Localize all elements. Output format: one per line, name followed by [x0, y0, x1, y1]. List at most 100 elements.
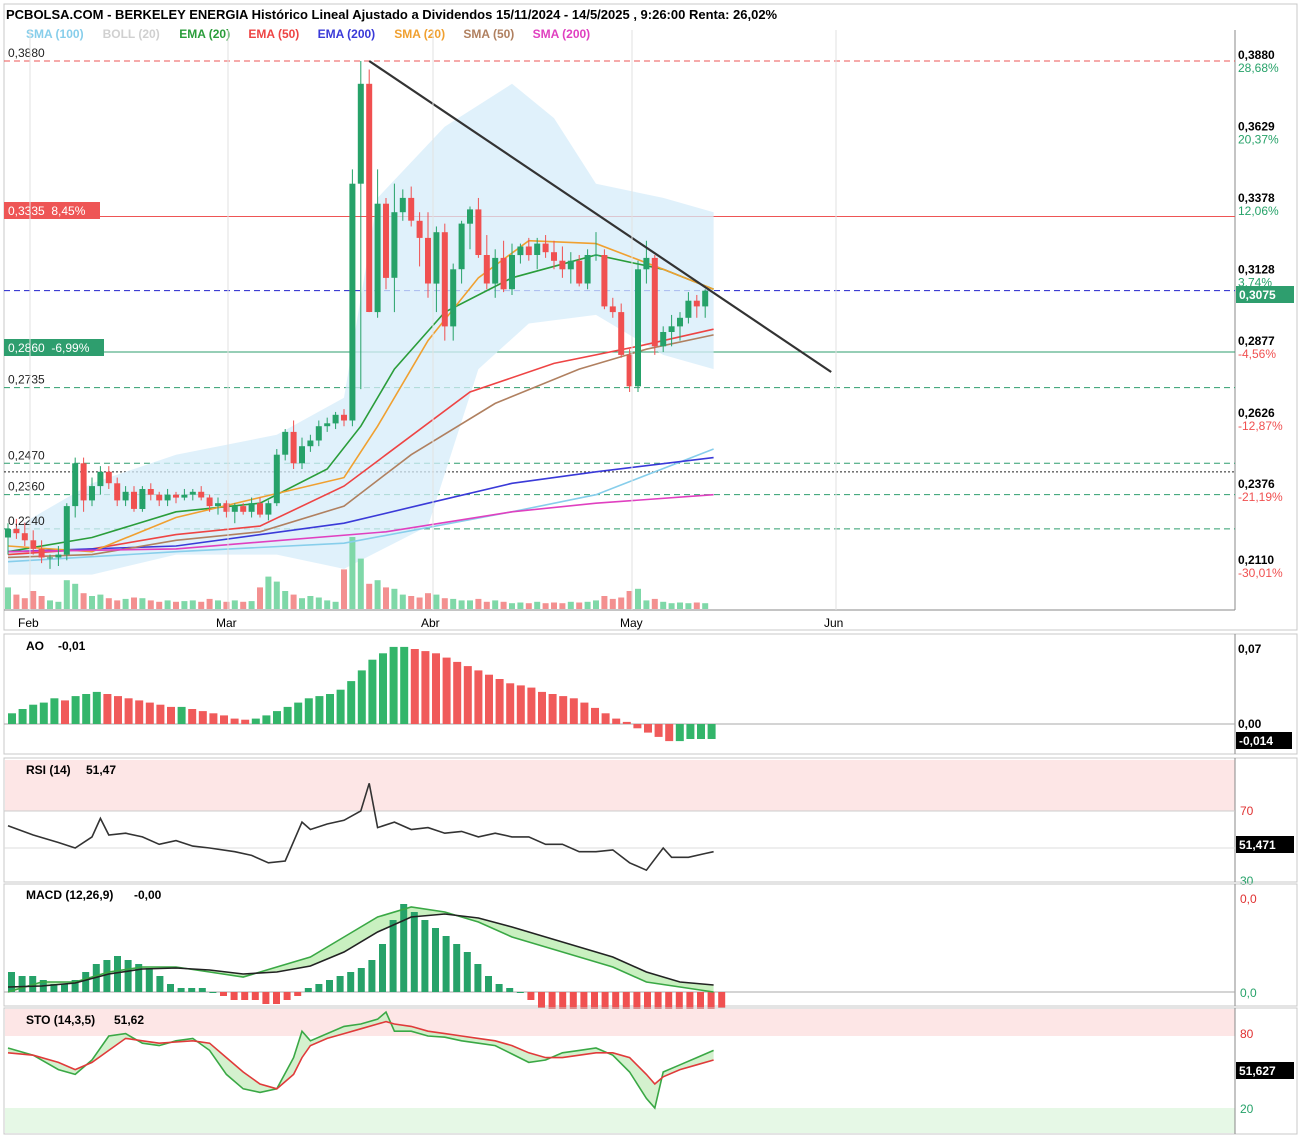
ma-line: [7, 328, 714, 556]
candle-body: [593, 255, 599, 256]
ao-bar: [273, 711, 281, 724]
macd-hist-bar: [304, 988, 312, 992]
candle-body: [559, 260, 566, 270]
sto-last-box: [1236, 1062, 1294, 1079]
ao-bar: [61, 700, 69, 724]
macd-hist-bar: [357, 968, 365, 992]
macd-hist-bar: [389, 920, 397, 992]
ao-bar: [601, 713, 610, 724]
macd-hist-bar: [82, 972, 90, 992]
candle-body: [240, 506, 247, 512]
ao-bar: [442, 657, 451, 724]
ao-bar: [368, 659, 377, 724]
volume-bar: [89, 596, 95, 609]
macd-hist-bar: [718, 992, 726, 1008]
ma-line: [7, 334, 714, 559]
volume-bar: [576, 602, 583, 609]
volume-bar: [131, 597, 137, 609]
ao-bar: [82, 694, 91, 724]
sto-label: STO (14,3,5): [26, 1013, 95, 1027]
volume-bar: [122, 598, 129, 609]
ao-bar: [485, 674, 493, 724]
rsi-panel-frame: [3, 757, 1298, 883]
macd-hist-bar: [135, 964, 143, 992]
macd-hist-bar: [326, 980, 333, 992]
price-axis-value: 0,2110: [1238, 553, 1274, 567]
ao-bar: [103, 694, 112, 724]
candle-body: [299, 446, 305, 464]
candle-body: [223, 503, 230, 512]
ao-bar: [336, 689, 345, 724]
volume-bar: [147, 600, 154, 609]
left-level-label: 0,2735: [8, 373, 45, 387]
macd-axis-zero: 0,0: [1240, 986, 1257, 1000]
left-level-label: 0,3880: [8, 46, 45, 60]
candle-body: [425, 237, 431, 284]
ao-bar: [569, 698, 578, 724]
volume-bar: [618, 597, 625, 609]
volume-bar: [626, 591, 633, 609]
macd-hist-bar: [241, 992, 249, 1000]
volume-bar: [702, 603, 709, 609]
ao-bar: [135, 700, 144, 724]
volume-bar: [567, 601, 574, 609]
candle-body: [651, 257, 658, 347]
volume-bar: [80, 593, 87, 609]
macd-hist-bar: [315, 984, 323, 992]
macd-hist-bar: [8, 972, 15, 992]
ao-bar: [262, 715, 271, 724]
candle-body: [349, 183, 356, 421]
volume-bar: [156, 601, 163, 609]
ao-bar: [8, 713, 16, 724]
current-price-label: 0,3075: [1239, 288, 1276, 302]
ao-axis-top: 0,07: [1238, 642, 1262, 656]
candle-body: [30, 540, 37, 549]
candle-body: [164, 494, 171, 501]
candle-body: [189, 491, 196, 495]
candle-body: [584, 255, 591, 284]
price-axis-value: 0,2877: [1238, 334, 1275, 348]
macd-hist-bar: [188, 988, 196, 992]
macd-hist-bar: [622, 992, 630, 1012]
sto-axis-20: 20: [1240, 1102, 1254, 1116]
macd-hist-bar: [463, 952, 471, 992]
ao-bar: [304, 698, 313, 724]
macd-hist-bar: [379, 944, 386, 992]
candle-body: [173, 494, 179, 498]
ao-bar: [421, 651, 430, 724]
volume-bar: [357, 558, 364, 609]
price-axis-value: 0,2376: [1238, 477, 1275, 491]
volume-bar: [441, 598, 448, 609]
sto-panel-frame: [3, 1007, 1298, 1135]
macd-hist-bar: [18, 976, 26, 992]
candle-body: [702, 290, 709, 307]
candle-body: [273, 454, 280, 504]
ao-bar: [697, 724, 705, 739]
ao-bar: [124, 698, 133, 724]
ao-bar: [548, 694, 557, 724]
macd-hist-bar: [124, 960, 132, 992]
volume-bar: [223, 601, 230, 609]
candle-body: [366, 83, 373, 312]
macd-hist-bar: [644, 992, 651, 1020]
candle-body: [105, 471, 112, 484]
candle-body: [139, 489, 146, 509]
volume-bar: [55, 601, 62, 609]
volume-bar: [324, 600, 331, 609]
macd-hist-bar: [336, 976, 344, 992]
volume-bar: [551, 602, 557, 609]
volume-bar: [189, 600, 196, 609]
rsi-last-box: [1236, 836, 1294, 853]
macd-hist-bar: [474, 964, 482, 992]
ao-bar: [410, 649, 419, 724]
price-axis-pct: -30,01%: [1238, 566, 1283, 580]
macd-hist-bar: [368, 960, 376, 992]
candle-body: [21, 533, 28, 541]
volume-bar: [349, 537, 356, 609]
volume-bar: [181, 601, 188, 609]
candle-body: [399, 197, 406, 213]
volume-bar: [467, 600, 473, 609]
left-level-label: 0,2240: [8, 514, 45, 528]
legend-item: BOLL (20): [103, 27, 160, 41]
macd-hist-bar: [262, 992, 270, 1004]
